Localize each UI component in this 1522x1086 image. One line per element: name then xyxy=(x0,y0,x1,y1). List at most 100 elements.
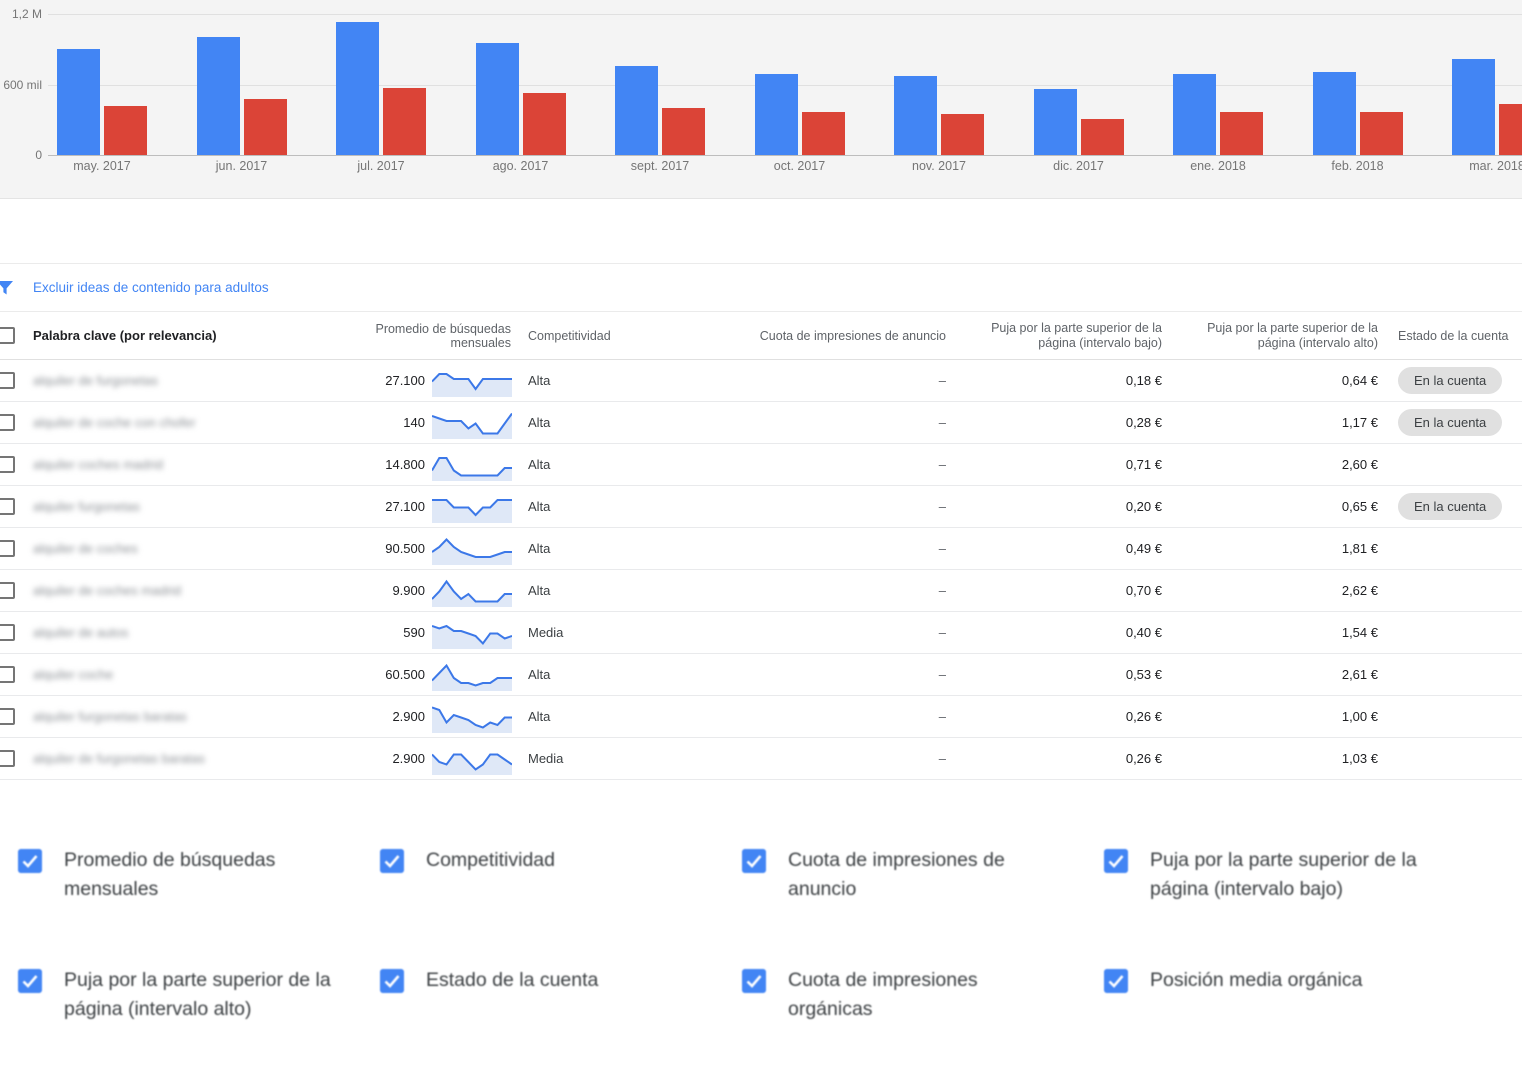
sparkline-cell xyxy=(425,743,521,775)
bar-serie-roja-11 xyxy=(1499,104,1522,155)
competition-value: Alta xyxy=(528,709,551,724)
keyword-cell: alquiler de coches xyxy=(33,541,320,556)
bid-low-value: 0,20 € xyxy=(1125,499,1162,514)
keywords-table: Palabra clave (por relevancia) Promedio … xyxy=(0,312,1522,780)
row-checkbox[interactable] xyxy=(0,708,15,725)
gridline xyxy=(48,155,1522,156)
column-option-label[interactable]: Cuota de impresiones orgánicas xyxy=(788,969,978,1020)
row-checkbox[interactable] xyxy=(0,540,15,557)
row-checkbox[interactable] xyxy=(0,456,15,473)
keyword-text: alquiler furgonetas xyxy=(33,499,140,514)
column-option: Cuota de impresiones orgánicas xyxy=(742,966,1104,1086)
column-option: Puja por la parte superior de la página … xyxy=(1104,846,1466,966)
row-checkbox-cell xyxy=(0,624,33,641)
bid-low-value: 0,26 € xyxy=(1125,709,1162,724)
sparkline-cell xyxy=(425,659,521,691)
avg-searches-value: 140 xyxy=(403,415,425,430)
header-competition[interactable]: Competitividad xyxy=(528,328,611,343)
sparkline-cell xyxy=(425,533,521,565)
account-status-cell: En la cuenta xyxy=(1378,493,1522,520)
bar-serie-roja-1 xyxy=(104,106,147,155)
checked-checkbox-icon[interactable] xyxy=(742,969,766,993)
row-checkbox[interactable] xyxy=(0,414,15,431)
select-all-checkbox[interactable] xyxy=(0,327,15,344)
checked-checkbox-icon[interactable] xyxy=(380,969,404,993)
trend-sparkline xyxy=(432,372,512,397)
competition-value: Media xyxy=(528,625,564,640)
competition-value: Alta xyxy=(528,583,551,598)
ad-impression-share-value: – xyxy=(938,751,946,766)
trend-sparkline xyxy=(432,412,512,439)
checked-checkbox-icon[interactable] xyxy=(1104,849,1128,873)
column-option: Promedio de búsquedas mensuales xyxy=(18,846,380,966)
checked-checkbox-icon[interactable] xyxy=(742,849,766,873)
exclude-adult-content-filter-link[interactable]: Excluir ideas de contenido para adultos xyxy=(33,280,269,295)
row-checkbox[interactable] xyxy=(0,372,15,389)
bid-high-value: 0,65 € xyxy=(1341,499,1378,514)
table-row: alquiler de coche con chofer 140 Alta – 0,28… xyxy=(0,402,1522,444)
avg-searches-value: 14.800 xyxy=(385,457,425,472)
bar-serie-roja-4 xyxy=(522,93,566,155)
row-checkbox-cell xyxy=(0,540,33,557)
competition-value: Alta xyxy=(528,415,551,430)
header-account-status[interactable]: Estado de la cuenta xyxy=(1398,328,1509,343)
bar-serie-azul-4 xyxy=(475,43,519,155)
competition-value: Alta xyxy=(528,667,551,682)
table-body: alquiler de furgonetas 27.100 Alta – 0,18 € 0… xyxy=(0,360,1522,780)
checked-checkbox-icon[interactable] xyxy=(18,849,42,873)
y-axis-label: 0 xyxy=(35,148,42,162)
bid-high-value: 1,00 € xyxy=(1341,709,1378,724)
header-ad-impression-share[interactable]: Cuota de impresiones de anuncio xyxy=(759,328,946,343)
bar-serie-azul-3 xyxy=(336,22,379,155)
account-status-badge: En la cuenta xyxy=(1398,493,1503,520)
table-row: alquiler de autos 590 Media – 0,40 € 1,54 € xyxy=(0,612,1522,654)
column-option-label[interactable]: Promedio de búsquedas mensuales xyxy=(64,849,276,900)
table-row: alquiler furgonetas 27.100 Alta – 0,20 € 0,65… xyxy=(0,486,1522,528)
ad-impression-share-value: – xyxy=(938,667,946,682)
keyword-text: alquiler de coche con chofer xyxy=(33,415,196,430)
bar-serie-azul-9 xyxy=(1173,74,1216,155)
account-status-badge: En la cuenta xyxy=(1398,409,1503,436)
column-option-label[interactable]: Puja por la parte superior de la página … xyxy=(1150,849,1417,900)
row-checkbox[interactable] xyxy=(0,624,15,641)
header-keyword[interactable]: Palabra clave (por relevancia) xyxy=(33,328,217,343)
column-option-label[interactable]: Estado de la cuenta xyxy=(426,969,599,991)
bar-serie-roja-8 xyxy=(1080,119,1124,155)
column-option: Puja por la parte superior de la página … xyxy=(18,966,380,1086)
row-checkbox[interactable] xyxy=(0,666,15,683)
column-option-label[interactable]: Cuota de impresiones de anuncio xyxy=(788,849,1005,900)
checked-checkbox-icon[interactable] xyxy=(18,969,42,993)
bid-high-value: 1,03 € xyxy=(1341,751,1378,766)
row-checkbox[interactable] xyxy=(0,582,15,599)
bar-serie-azul-11 xyxy=(1452,59,1495,155)
sparkline-cell xyxy=(425,701,521,733)
gridline xyxy=(48,14,1522,15)
sparkline-cell xyxy=(425,407,521,439)
checked-checkbox-icon[interactable] xyxy=(1104,969,1128,993)
row-checkbox[interactable] xyxy=(0,750,15,767)
trend-sparkline xyxy=(432,498,512,523)
bid-high-value: 2,61 € xyxy=(1341,667,1378,682)
column-option-label[interactable]: Puja por la parte superior de la página … xyxy=(64,969,331,1020)
funnel-icon xyxy=(0,280,13,294)
section-divider xyxy=(0,199,1522,263)
ad-impression-share-value: – xyxy=(938,373,946,388)
row-checkbox[interactable] xyxy=(0,498,15,515)
x-axis-label: jun. 2017 xyxy=(215,159,268,173)
avg-searches-value: 60.500 xyxy=(385,667,425,682)
header-bid-high[interactable]: Puja por la parte superior de la página … xyxy=(1207,320,1378,350)
column-option-label[interactable]: Posición media orgánica xyxy=(1150,969,1363,991)
keyword-cell: alquiler furgonetas xyxy=(33,499,320,514)
header-avg-searches[interactable]: Promedio de búsquedas mensuales xyxy=(375,321,511,350)
header-bid-low[interactable]: Puja por la parte superior de la página … xyxy=(991,320,1162,350)
row-checkbox-cell xyxy=(0,498,33,515)
table-row: alquiler de furgonetas baratas 2.900 Media… xyxy=(0,738,1522,780)
keyword-cell: alquiler coche xyxy=(33,667,320,682)
avg-searches-value: 590 xyxy=(403,625,425,640)
keyword-text: alquiler de furgonetas baratas xyxy=(33,751,206,766)
checked-checkbox-icon[interactable] xyxy=(380,849,404,873)
column-option-label[interactable]: Competitividad xyxy=(426,849,555,871)
avg-searches-value: 27.100 xyxy=(385,373,425,388)
keyword-text: alquiler coche xyxy=(33,667,114,682)
competition-value: Alta xyxy=(528,457,551,472)
